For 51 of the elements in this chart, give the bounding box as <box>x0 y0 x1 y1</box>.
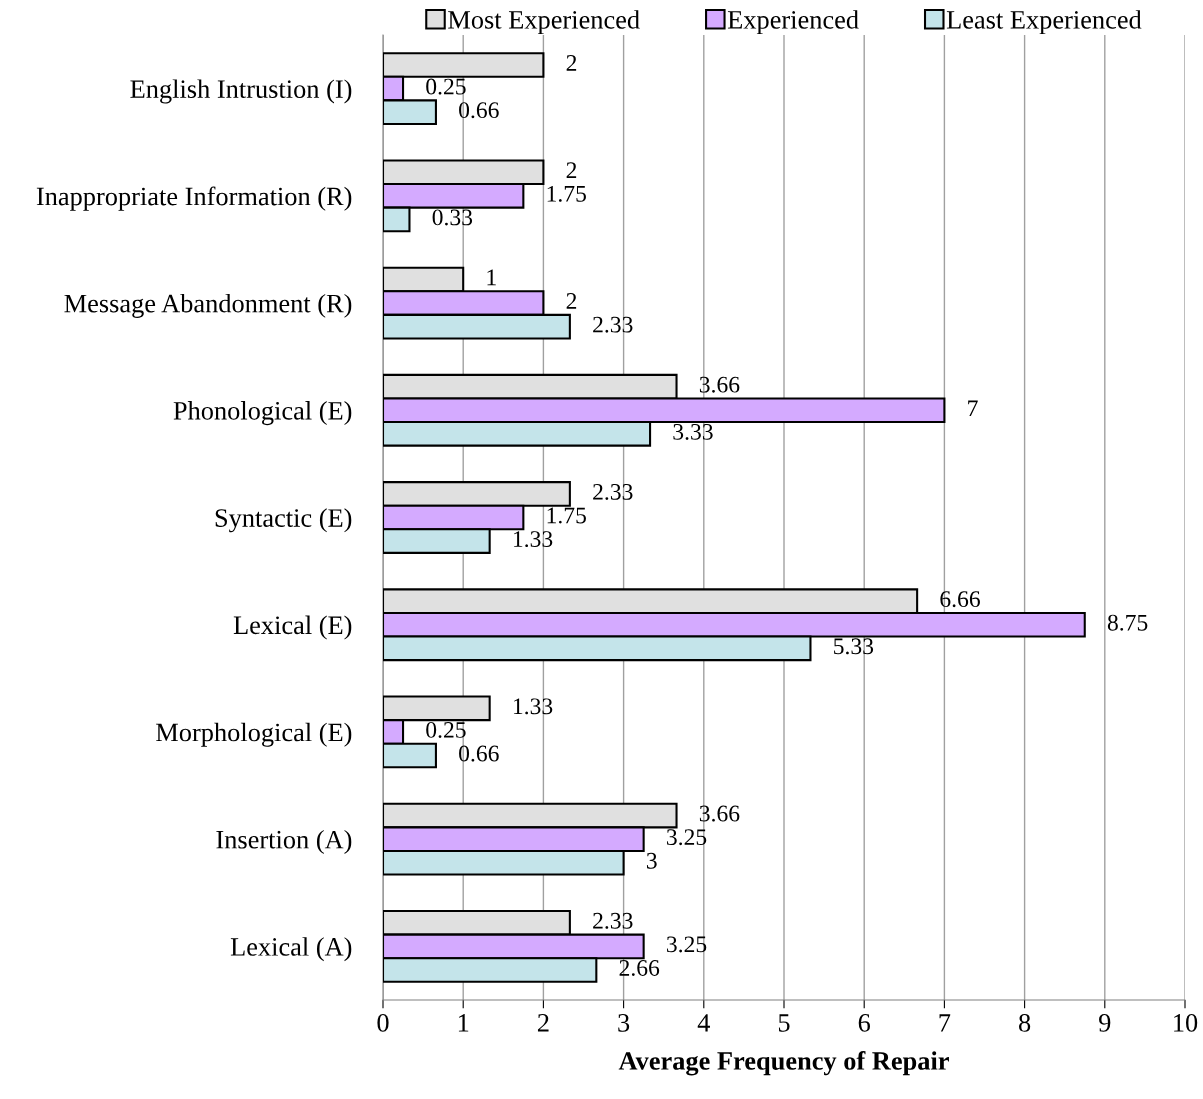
data-label: 3.66 <box>699 376 740 393</box>
x-tick-label: 9 <box>1099 1014 1111 1032</box>
data-label: 3 <box>646 852 657 869</box>
x-tick-label: 10 <box>1174 1013 1198 1032</box>
y-tick-label: Lexical (A) <box>230 937 352 962</box>
data-label: 1 <box>487 269 496 286</box>
data-label: 2.33 <box>593 483 633 500</box>
data-label: 1.33 <box>513 531 553 548</box>
y-tick-label: Insertion (A) <box>216 830 352 854</box>
data-label: 3.33 <box>673 423 713 440</box>
x-tick-label: 0 <box>377 1013 389 1032</box>
data-label: 7 <box>968 400 978 416</box>
data-label: 0.66 <box>459 102 499 119</box>
data-label: 2 <box>566 55 577 71</box>
data-label: 2 <box>566 293 577 309</box>
legend-label: Most Experienced <box>448 10 640 35</box>
data-label: 6.66 <box>940 591 980 608</box>
y-tick-label: English Intrustion (I) <box>130 79 352 104</box>
legend-label: Experienced <box>727 10 859 35</box>
x-tick-label: 8 <box>1019 1013 1031 1032</box>
x-tick-label: 5 <box>778 1014 790 1032</box>
data-label: 2.66 <box>619 960 660 976</box>
x-axis-title: Average Frequency of Repair <box>618 1051 949 1076</box>
x-tick-label: 1 <box>458 1014 469 1032</box>
y-tick-label: Inappropriate Information (R) <box>36 186 352 211</box>
y-tick-label: Syntactic (E) <box>215 508 352 533</box>
legend-label: Least Experienced <box>946 10 1142 35</box>
data-label: 2 <box>566 162 577 178</box>
data-label: 0.66 <box>459 745 499 762</box>
x-tick-label: 4 <box>697 1014 710 1032</box>
data-label: 3.66 <box>699 805 740 822</box>
data-label: 3.25 <box>667 936 707 953</box>
y-tick-label: Morphological (E) <box>156 722 352 747</box>
data-label: 5.33 <box>834 638 874 655</box>
data-label: 2.33 <box>593 316 633 333</box>
data-label: 3.25 <box>667 829 707 846</box>
x-tick-label: 6 <box>858 1014 871 1032</box>
x-tick-label: 2 <box>537 1014 549 1032</box>
data-label: 8.75 <box>1107 614 1148 631</box>
y-tick-label: Message Abandonment (R) <box>64 293 352 318</box>
data-label: 1.75 <box>547 507 586 524</box>
y-tick-label: Phonological (E) <box>173 401 352 426</box>
x-tick-label: 3 <box>618 1014 630 1032</box>
data-label: 0.25 <box>426 78 466 95</box>
x-tick-label: 7 <box>939 1014 951 1032</box>
y-tick-label: Lexical (E) <box>233 615 352 640</box>
data-label: 0.33 <box>432 209 473 226</box>
data-label: 2.33 <box>593 912 633 929</box>
data-label: 1.75 <box>547 185 586 202</box>
data-label: 1.33 <box>513 698 553 715</box>
data-label: 0.25 <box>426 721 466 738</box>
